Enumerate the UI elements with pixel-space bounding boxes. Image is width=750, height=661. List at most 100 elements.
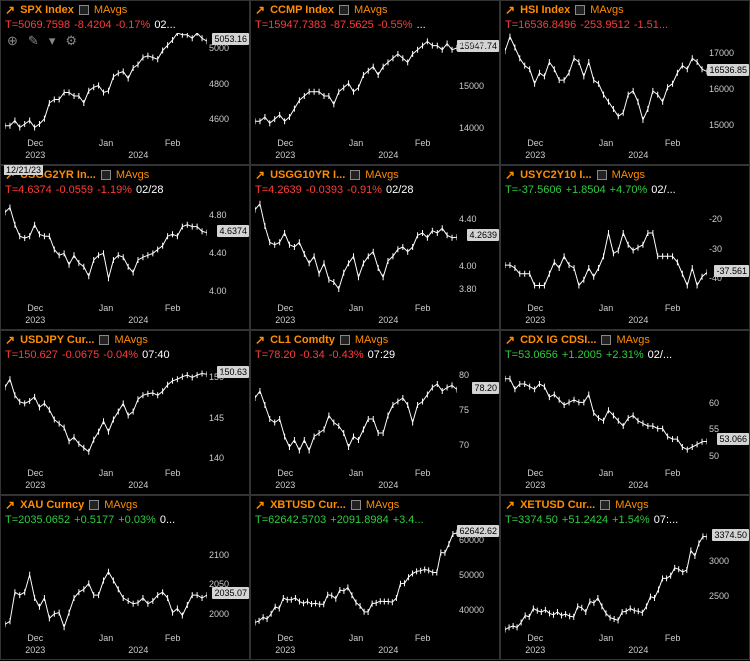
x-axis: DecJanFeb20232024 (5, 631, 207, 659)
y-axis: 605550 (707, 361, 749, 466)
chart-panel[interactable]: ↗XETUSD Cur...MAvgsT=3374.50+51.2424+1.5… (500, 495, 750, 660)
chart-area[interactable] (505, 528, 707, 633)
expand-icon[interactable]: ↗ (505, 168, 515, 182)
last-value: T=4.6374 (5, 184, 52, 196)
chart-panel[interactable]: ↗XBTUSD Cur...MAvgsT=62642.5703+2091.898… (250, 495, 500, 660)
expand-icon[interactable]: ↗ (255, 3, 265, 17)
panel-header: ↗SPX IndexMAvgs (1, 1, 249, 19)
settings-icon[interactable]: ⚙ (65, 33, 77, 49)
chart-panel[interactable]: ↗CL1 ComdtyMAvgsT=78.20-0.34-0.43%07:297… (250, 330, 500, 495)
chart-area[interactable] (505, 33, 707, 138)
y-tick: 16000 (709, 84, 734, 94)
x-year: 2023 (275, 315, 295, 325)
price-line (505, 198, 707, 303)
mavgs-checkbox[interactable] (351, 500, 361, 510)
x-year: 2024 (128, 150, 148, 160)
mavgs-label: MAvgs (114, 334, 147, 346)
mavgs-checkbox[interactable] (340, 335, 350, 345)
chart-panel[interactable]: ↗USGG2YR In...MAvgsT=4.6374-0.0559-1.19%… (0, 165, 250, 330)
chart-area[interactable] (5, 528, 207, 633)
x-tick: Jan (599, 138, 614, 148)
mavgs-label: MAvgs (366, 499, 399, 511)
expand-icon[interactable]: ↗ (5, 333, 15, 347)
x-year: 2023 (525, 645, 545, 655)
mavgs-checkbox[interactable] (89, 500, 99, 510)
x-axis: DecJanFeb20232024 (505, 631, 707, 659)
pct-change: -1.19% (97, 184, 132, 196)
x-tick: Jan (99, 138, 114, 148)
x-year: 2023 (525, 480, 545, 490)
x-tick: Feb (415, 138, 431, 148)
x-tick: Feb (165, 468, 181, 478)
x-tick: Dec (277, 468, 293, 478)
chart-panel[interactable]: ↗SPX IndexMAvgsT=5069.7598-8.4204-0.17%0… (0, 0, 250, 165)
chart-area[interactable] (255, 198, 457, 303)
y-tick: -20 (709, 214, 722, 224)
y-tick: 4.40 (459, 214, 477, 224)
mavgs-checkbox[interactable] (99, 335, 109, 345)
expand-icon[interactable]: ↗ (505, 498, 515, 512)
expand-icon[interactable]: ↗ (5, 3, 15, 17)
y-axis: 500048004600 (207, 31, 249, 136)
chart-area[interactable] (255, 33, 457, 138)
x-year: 2024 (128, 480, 148, 490)
mavgs-checkbox[interactable] (79, 5, 89, 15)
chart-area[interactable] (505, 363, 707, 468)
expand-icon[interactable]: ↗ (255, 333, 265, 347)
expand-icon[interactable]: ↗ (5, 498, 15, 512)
expand-icon[interactable]: ↗ (255, 168, 265, 182)
mavgs-checkbox[interactable] (601, 335, 611, 345)
y-tick: 4.00 (209, 286, 227, 296)
crosshair-icon[interactable]: ⊕ (7, 33, 18, 49)
chart-panel[interactable]: ↗CCMP IndexMAvgsT=15947.7383-87.5625-0.5… (250, 0, 500, 165)
last-value: T=3374.50 (505, 514, 558, 526)
mavgs-label: MAvgs (104, 499, 137, 511)
last-value: T=2035.0652 (5, 514, 70, 526)
y-tick: 70 (459, 440, 469, 450)
chart-panel[interactable]: ↗XAU CurncyMAvgsT=2035.0652+0.5177+0.03%… (0, 495, 250, 660)
x-tick: Feb (665, 633, 681, 643)
chart-panel[interactable]: ↗USGG10YR I...MAvgsT=4.2639-0.0393-0.91%… (250, 165, 500, 330)
expand-icon[interactable]: ↗ (255, 498, 265, 512)
down-icon[interactable]: ▾ (49, 33, 56, 49)
mavgs-checkbox[interactable] (575, 5, 585, 15)
x-year: 2023 (25, 645, 45, 655)
x-year: 2023 (525, 150, 545, 160)
last-value: T=15947.7383 (255, 19, 326, 31)
x-tick: Dec (277, 138, 293, 148)
symbol-label: SPX Index (20, 4, 74, 16)
chart-panel[interactable]: ↗USDJPY Cur...MAvgsT=150.627-0.0675-0.04… (0, 330, 250, 495)
time-label: 02/... (648, 349, 672, 361)
x-tick: Dec (27, 468, 43, 478)
mavgs-checkbox[interactable] (600, 500, 610, 510)
chart-area[interactable] (255, 528, 457, 633)
chart-area[interactable] (5, 363, 207, 468)
time-label: 02... (154, 19, 175, 31)
price-line (5, 363, 207, 468)
mavgs-checkbox[interactable] (597, 170, 607, 180)
chart-area[interactable] (255, 363, 457, 468)
chart-toolbar: ⊕ ✎ ▾ ⚙ (7, 33, 77, 49)
expand-icon[interactable]: ↗ (505, 333, 515, 347)
last-value: T=-37.5606 (505, 184, 562, 196)
chart-area[interactable] (505, 198, 707, 303)
x-axis: DecJanFeb20232024 (505, 136, 707, 164)
y-tick: 40000 (459, 605, 484, 615)
y-axis: 150145140 (207, 361, 249, 466)
x-year: 2024 (628, 480, 648, 490)
mavgs-label: MAvgs (355, 334, 388, 346)
expand-icon[interactable]: ↗ (505, 3, 515, 17)
draw-icon[interactable]: ✎ (28, 33, 39, 49)
mavgs-checkbox[interactable] (350, 170, 360, 180)
panel-header: ↗XETUSD Cur...MAvgs (501, 496, 749, 514)
mavgs-checkbox[interactable] (339, 5, 349, 15)
change: +2091.8984 (330, 514, 388, 526)
x-year: 2023 (525, 315, 545, 325)
mavgs-checkbox[interactable] (101, 170, 111, 180)
chart-panel[interactable]: ↗HSI IndexMAvgsT=16536.8496-253.9512-1.5… (500, 0, 750, 165)
chart-area[interactable] (5, 198, 207, 303)
chart-panel[interactable]: ↗CDX IG CDSI...MAvgsT=53.0656+1.2005+2.3… (500, 330, 750, 495)
chart-panel[interactable]: ↗USYC2Y10 I...MAvgsT=-37.5606+1.8504+4.7… (500, 165, 750, 330)
time-label: 07:40 (142, 349, 170, 361)
x-tick: Jan (599, 633, 614, 643)
